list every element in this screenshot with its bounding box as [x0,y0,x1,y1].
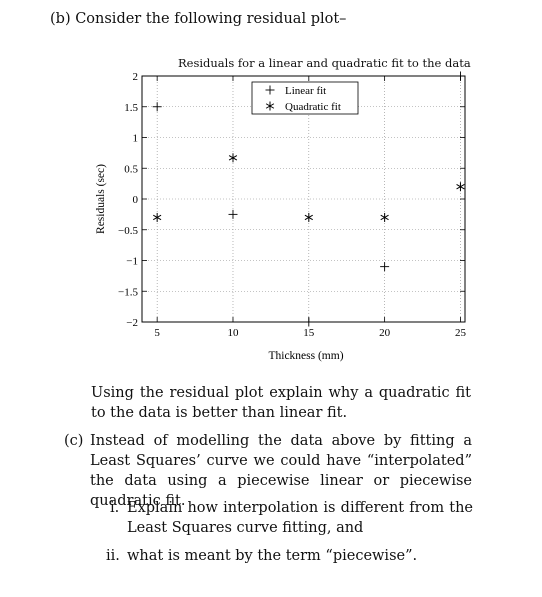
x-tick-label: 10 [227,327,239,339]
legend-label-linear: Linear fit [285,85,326,97]
linear-fit-point [152,102,162,112]
quadratic-fit-point [456,182,465,192]
x-tick-label: 5 [154,327,160,339]
y-tick-label: −0.5 [118,225,138,237]
legend: Linear fit Quadratic fit [251,81,359,115]
x-axis-label: Thickness (mm) [268,350,343,362]
question-c-label: (c) [64,433,84,449]
legend-marker-quadratic [265,101,275,111]
y-tick-label: 0 [133,194,139,206]
question-b-heading: (b) Consider the following residual plot… [50,11,347,27]
y-tick-label: 2 [133,71,139,83]
quadratic-fit-point [304,212,313,222]
x-tick-label: 15 [303,327,315,339]
y-axis-label: Residuals (sec) [95,164,107,234]
chart-title: Residuals for a linear and quadratic fit… [178,56,471,70]
y-tick-label: 0.5 [124,163,138,175]
question-b-text: Using the residual plot explain why a qu… [91,385,471,421]
y-tick-label: 1.5 [124,102,138,114]
quadratic-fit-point [380,212,389,222]
legend-marker-linear [265,85,275,95]
y-tick-label: −1.5 [118,286,138,298]
sub-question-i-label: i. [110,500,120,516]
quadratic-fit-point [228,153,238,163]
quadratic-fit-point [153,212,162,222]
data-points [152,71,465,327]
x-tick-label: 25 [455,327,467,339]
y-tick-label: 1 [133,133,139,145]
sub-question-ii-text: what is meant by the term “piecewise”. [127,548,418,564]
legend-plus-icon [265,85,275,95]
sub-question-i-text: Explain how interpolation is different f… [127,500,473,536]
sub-question-ii-label: ii. [106,548,120,564]
linear-fit-point [228,209,238,219]
linear-fit-point [455,71,465,81]
legend-label-quadratic: Quadratic fit [285,101,341,113]
linear-fit-point [304,317,314,327]
x-tick-label: 20 [379,327,391,339]
legend-star-icon [265,101,275,111]
y-tick-label: −2 [126,317,138,329]
y-tick-label: −1 [126,256,138,268]
linear-fit-point [380,262,390,272]
question-c-text: Instead of modelling the data above by f… [90,433,472,509]
ticks: 5 10 15 20 25 2 1.5 1 0.5 0 −0.5 −1 −1.5 −2 [118,71,466,339]
